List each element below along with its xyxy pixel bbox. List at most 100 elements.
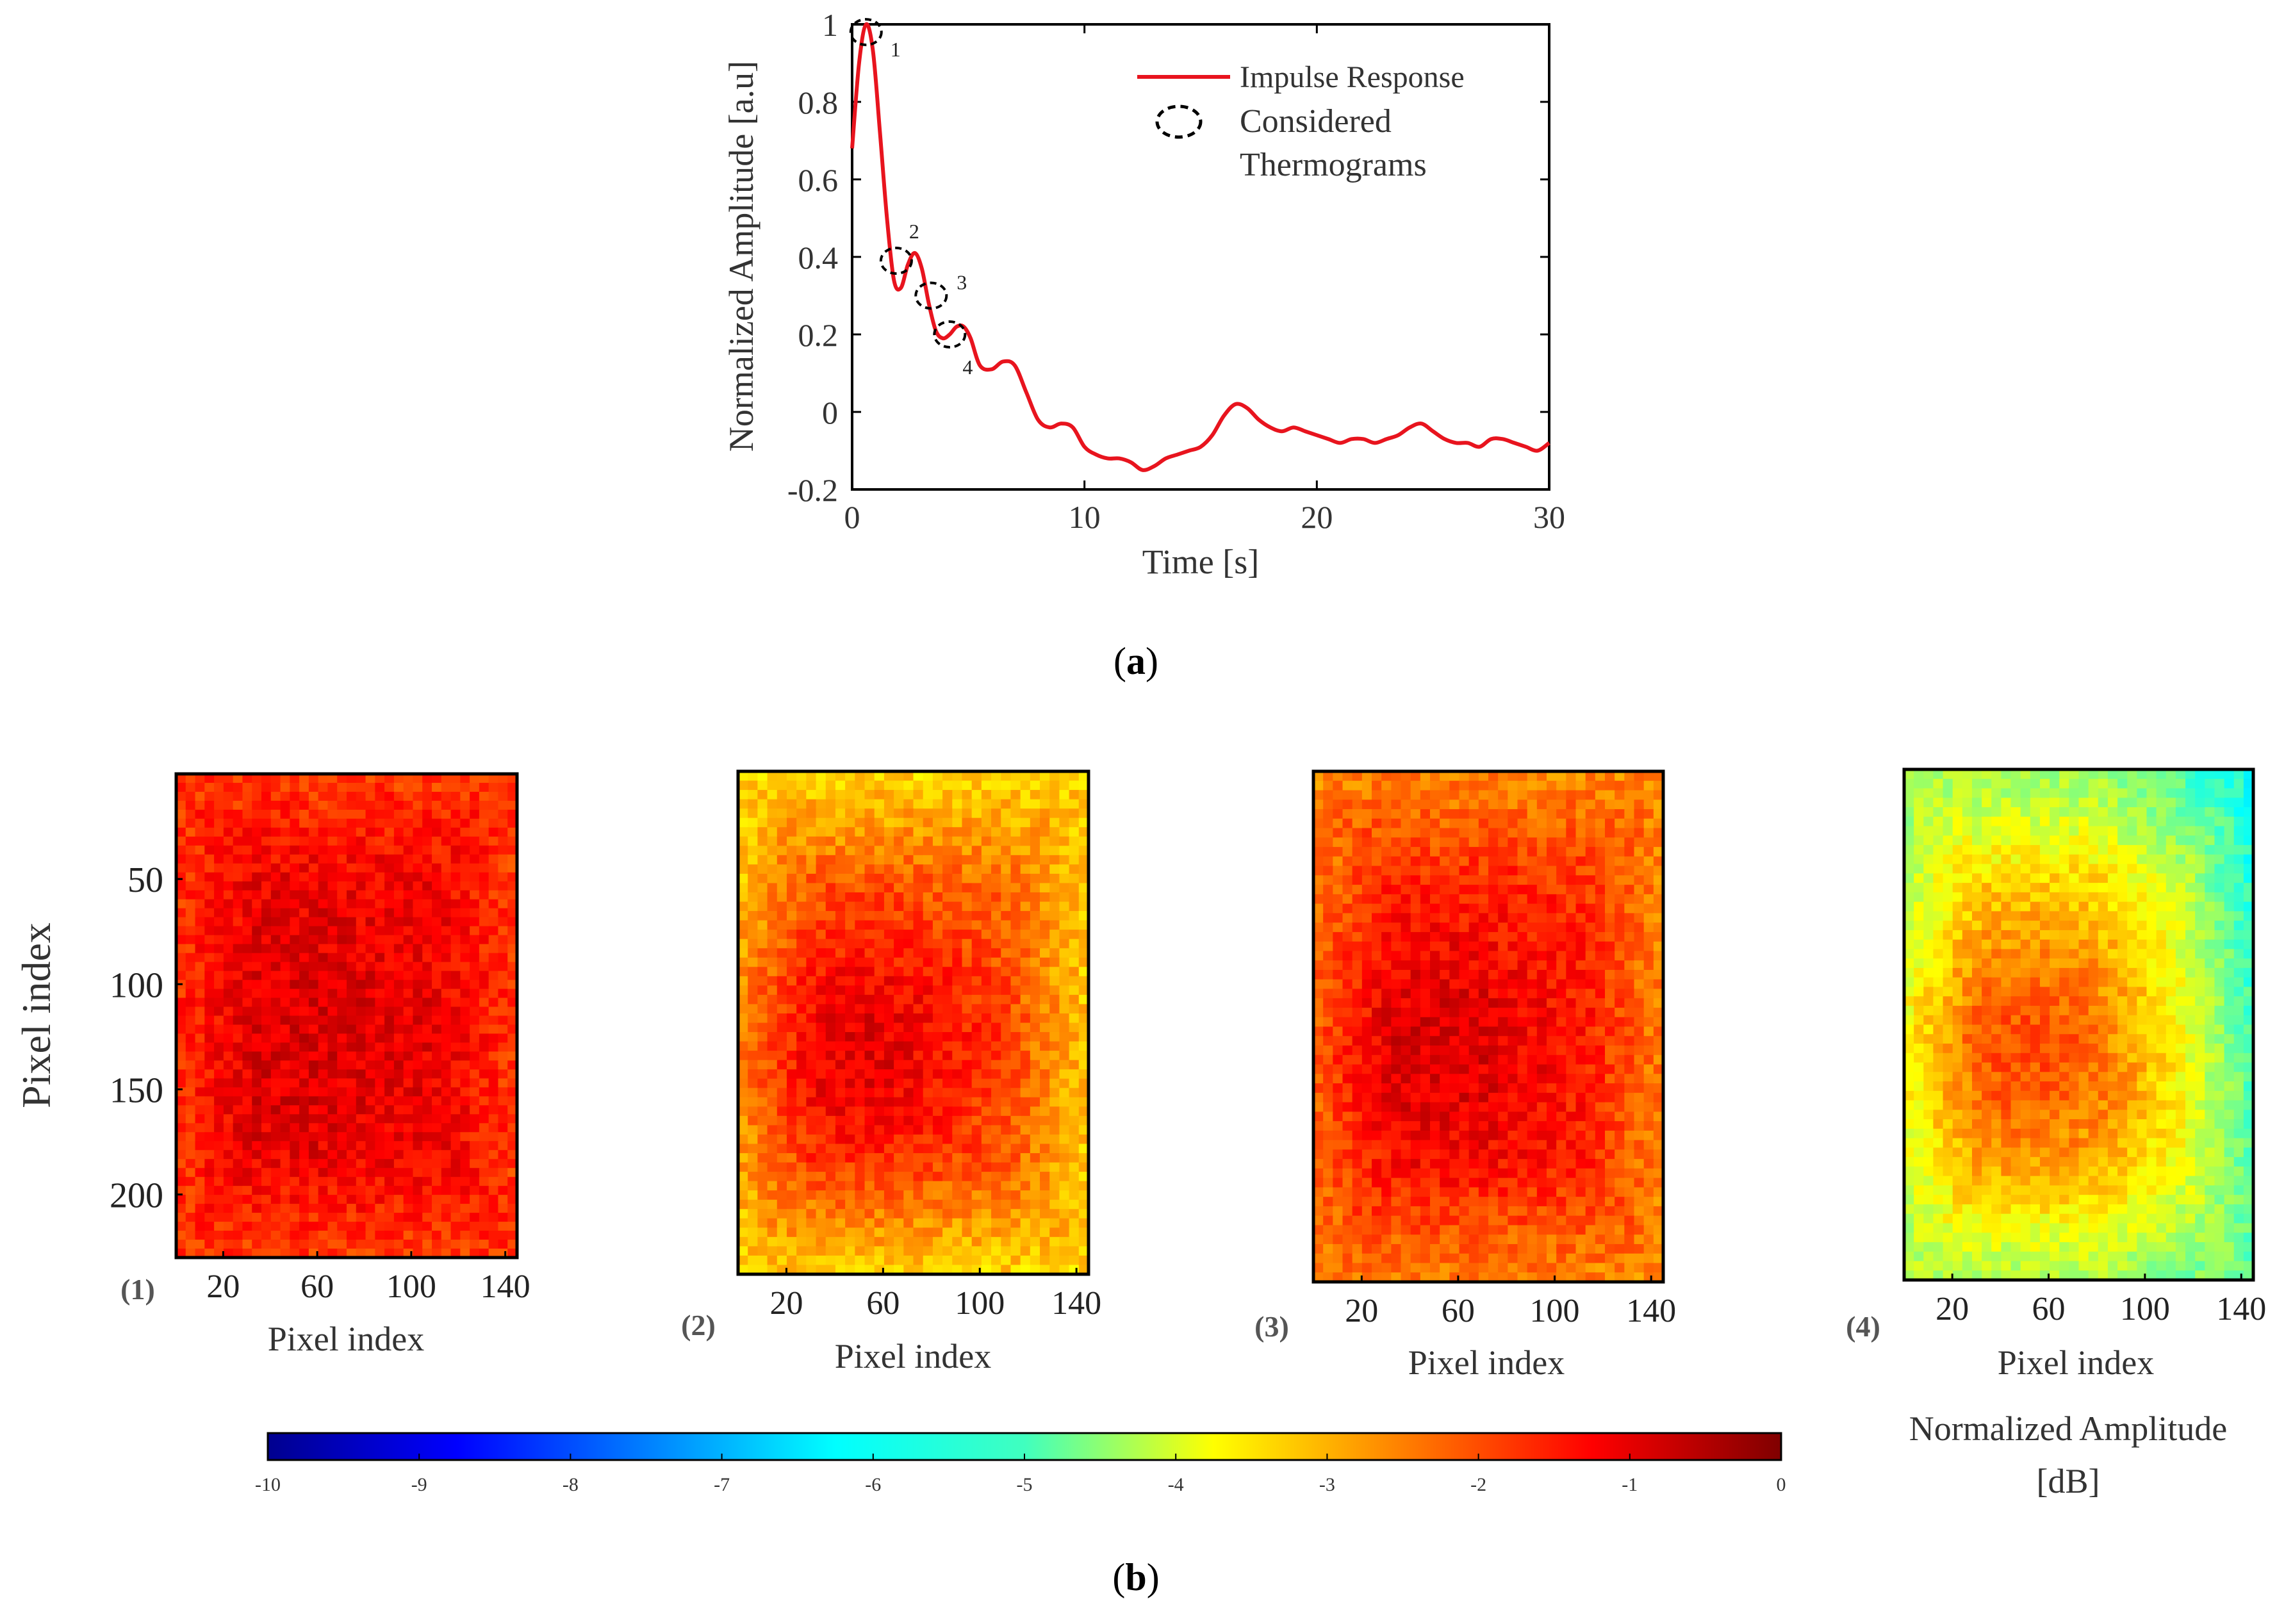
heatmap-cell xyxy=(413,827,423,837)
heatmap-cell xyxy=(1468,979,1479,990)
heatmap-cell xyxy=(825,1051,836,1061)
heatmap-cell xyxy=(290,1105,300,1115)
heatmap-cell xyxy=(460,809,470,819)
heatmap-cell xyxy=(1440,800,1450,810)
heatmap-cell xyxy=(991,873,1001,884)
heatmap-cell xyxy=(845,799,855,809)
heatmap-cell xyxy=(874,846,885,856)
heatmap-cell xyxy=(1430,828,1440,838)
heatmap-cell xyxy=(1653,837,1664,848)
heatmap-cell xyxy=(1372,894,1382,905)
heatmap-cell xyxy=(356,944,366,954)
heatmap-cell xyxy=(318,827,329,837)
heatmap-cell xyxy=(1536,913,1547,923)
heatmap-cell xyxy=(757,790,768,800)
heatmap-cell xyxy=(874,1088,885,1098)
heatmap-cell xyxy=(422,1231,432,1240)
heatmap-cell xyxy=(1595,923,1606,933)
heatmap-cell xyxy=(1313,828,1324,838)
heatmap-cell xyxy=(1410,931,1421,942)
heatmap-cell xyxy=(422,908,432,918)
heatmap-cell xyxy=(952,1162,963,1172)
heatmap-cell xyxy=(223,791,234,801)
heatmap-cell xyxy=(479,953,489,963)
heatmap-cell xyxy=(1069,1022,1080,1033)
heatmap-cell xyxy=(356,1186,366,1195)
heatmap-cell xyxy=(864,1181,875,1191)
heatmap-cell xyxy=(308,1006,319,1017)
heatmap-cell xyxy=(413,953,423,963)
legend-thermograms-label: Thermograms xyxy=(1240,147,1427,183)
heatmap-cell xyxy=(507,962,518,972)
heatmap-cell xyxy=(894,1144,904,1154)
heatmap-cell xyxy=(327,1069,338,1079)
heatmap-cell xyxy=(1078,994,1089,1005)
heatmap-cell xyxy=(270,1114,281,1124)
heatmap-cell xyxy=(347,845,357,855)
heatmap-cell xyxy=(874,1255,885,1266)
heatmap-cell xyxy=(384,881,395,891)
heatmap-cell xyxy=(806,1227,817,1238)
heatmap-cell xyxy=(308,1177,319,1186)
heatmap-cell xyxy=(864,1227,875,1238)
heatmap-cell xyxy=(806,855,817,865)
heatmap-cell xyxy=(479,1231,489,1240)
heatmap-cell xyxy=(195,1042,205,1053)
y-tick-label: -0.2 xyxy=(787,472,838,508)
heatmap-cell xyxy=(318,881,329,891)
heatmap-cell xyxy=(1069,799,1080,809)
heatmap-cell xyxy=(337,1231,347,1240)
heatmap-cell xyxy=(432,1033,442,1044)
heatmap-cell xyxy=(777,1181,787,1191)
heatmap-cell xyxy=(1010,967,1021,977)
heatmap-cell xyxy=(962,892,973,903)
heatmap-cell xyxy=(1040,892,1050,903)
heatmap-cell xyxy=(214,926,224,936)
heatmap-cell xyxy=(498,1222,508,1231)
heatmap-cell xyxy=(1547,847,1557,857)
heatmap-cell xyxy=(470,1240,480,1249)
heatmap-cell xyxy=(903,994,914,1005)
heatmap-cell xyxy=(356,988,366,999)
heatmap-cell xyxy=(971,1051,982,1061)
heatmap-cell xyxy=(903,1181,914,1191)
heatmap-cell xyxy=(1634,1017,1645,1028)
heatmap-cell xyxy=(432,890,442,900)
heatmap-cell xyxy=(874,1097,885,1107)
heatmap-cell xyxy=(1040,1088,1050,1098)
legend-considered-label: Considered xyxy=(1240,103,1392,140)
heatmap-cell xyxy=(981,836,992,846)
heatmap-cell xyxy=(816,1125,826,1135)
heatmap-cell xyxy=(204,1042,215,1053)
heatmap-cell xyxy=(767,985,778,996)
heatmap-cell xyxy=(1078,827,1089,837)
heatmap-cell xyxy=(1030,855,1040,865)
heatmap-cell xyxy=(318,1123,329,1133)
heatmap-cell xyxy=(365,908,375,918)
heatmap-cell xyxy=(1059,1144,1070,1154)
heatmap-cell xyxy=(757,1209,768,1219)
heatmap-cell xyxy=(204,971,215,981)
heatmap-cell xyxy=(1615,1007,1625,1018)
heatmap-cell xyxy=(308,872,319,882)
heatmap-cell xyxy=(777,873,787,884)
heatmap-cell xyxy=(825,1013,836,1024)
heatmap-cell xyxy=(403,818,414,828)
heatmap-cell xyxy=(479,845,489,855)
heatmap-cell xyxy=(1030,1209,1040,1219)
heatmap-cell xyxy=(470,800,480,810)
heatmap-cell xyxy=(204,800,215,810)
heatmap-cell xyxy=(441,1150,452,1160)
heatmap-cell xyxy=(1585,923,1596,933)
heatmap-cell xyxy=(1069,1153,1080,1163)
heatmap-cell xyxy=(1459,809,1470,819)
heatmap-cell xyxy=(1643,979,1654,990)
heatmap-cell xyxy=(1001,911,1012,921)
heatmap-cell xyxy=(1643,1007,1654,1018)
heatmap-cell xyxy=(1653,903,1664,914)
heatmap-cell xyxy=(1049,901,1060,912)
heatmap-cell xyxy=(356,1060,366,1070)
heatmap-cell xyxy=(1498,960,1508,971)
heatmap-cell xyxy=(375,1006,385,1017)
heatmap-cell xyxy=(470,809,480,819)
